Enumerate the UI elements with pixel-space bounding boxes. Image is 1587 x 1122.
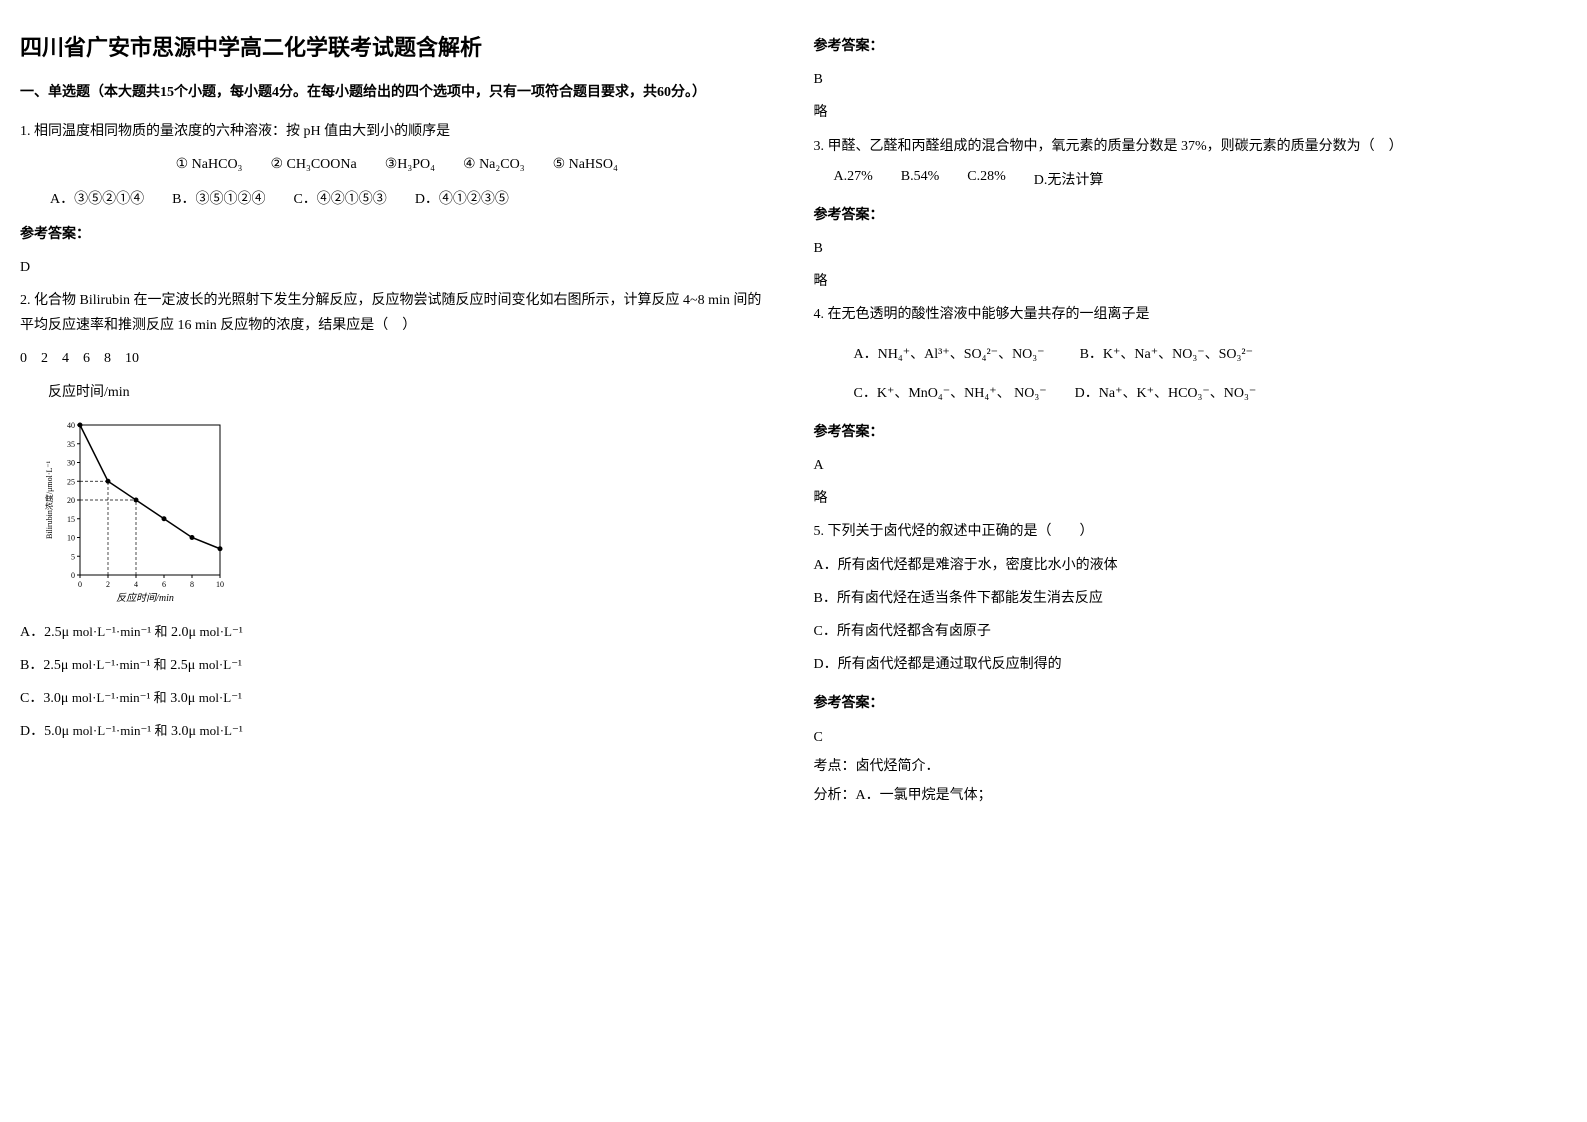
q5-tag: 考点：卤代烃简介．	[814, 754, 1568, 779]
svg-text:10: 10	[216, 580, 224, 589]
q1-opt-b: B．③⑤①②④	[172, 188, 265, 208]
svg-text:20: 20	[67, 496, 75, 505]
q2-row: 0 2 4 6 8 10	[20, 346, 774, 371]
q3-stem: 3. 甲醛、乙醛和丙醛组成的混合物中，氧元素的质量分数是 37%，则碳元素的质量…	[814, 134, 1568, 159]
svg-text:4: 4	[134, 580, 138, 589]
q3-opt-d: D.无法计算	[1034, 169, 1104, 189]
svg-text:15: 15	[67, 514, 75, 523]
q2-opt-c: C．3.0μ mol·L⁻¹·min⁻¹ 和 3.0μ mol·L⁻¹	[20, 686, 774, 711]
q2-chart: 0 5 10 15 20 25 30 35 40 0 2 4 6 8 10 Bilirubin浓度/μmol·…	[40, 415, 774, 610]
q3-opt-b: B.54%	[901, 169, 940, 189]
q5-opt-a: A．所有卤代烃都是难溶于水，密度比水小的液体	[814, 553, 1568, 578]
q1-opt-c: C．④②①⑤③	[293, 188, 386, 208]
q1-answer: D	[20, 255, 774, 280]
q1-opt-d: D．④①②③⑤	[415, 188, 509, 208]
q2-note: 略	[814, 100, 1568, 125]
answer-label: 参考答案：	[20, 222, 774, 247]
svg-text:8: 8	[190, 580, 194, 589]
q5-opt-c: C．所有卤代烃都含有卤原子	[814, 619, 1568, 644]
svg-text:2: 2	[106, 580, 110, 589]
q4-stem: 4. 在无色透明的酸性溶液中能够大量共存的一组离子是	[814, 302, 1568, 327]
q2-row2: 反应时间/min	[48, 380, 774, 405]
q5-opt-d: D．所有卤代烃都是通过取代反应制得的	[814, 652, 1568, 677]
answer-label: 参考答案：	[814, 691, 1568, 716]
q2-opt-d: D．5.0μ mol·L⁻¹·min⁻¹ 和 3.0μ mol·L⁻¹	[20, 719, 774, 744]
svg-text:35: 35	[67, 439, 75, 448]
svg-text:6: 6	[162, 580, 166, 589]
q5-analysis: 分析：A．一氯甲烷是气体；	[814, 783, 1568, 808]
answer-label: 参考答案：	[814, 34, 1568, 59]
q4-opt-row2: C．K⁺、MnO₄⁻、NH₄⁺、 NO₃⁻ D．Na⁺、K⁺、HCO₃⁻、NO₃…	[854, 381, 1568, 406]
q4-answer: A	[814, 453, 1568, 478]
q4-note: 略	[814, 486, 1568, 511]
q5-opt-b: B．所有卤代烃在适当条件下都能发生消去反应	[814, 586, 1568, 611]
q5-stem: 5. 下列关于卤代烃的叙述中正确的是（ ）	[814, 519, 1568, 544]
svg-text:Bilirubin浓度/μmol·L⁻¹: Bilirubin浓度/μmol·L⁻¹	[44, 460, 54, 539]
svg-text:10: 10	[67, 533, 75, 542]
doc-title: 四川省广安市思源中学高二化学联考试题含解析	[20, 30, 774, 62]
answer-label: 参考答案：	[814, 203, 1568, 228]
q3-note: 略	[814, 269, 1568, 294]
answer-label: 参考答案：	[814, 420, 1568, 445]
svg-text:反应时间/min: 反应时间/min	[116, 592, 174, 604]
q4-opt-row1: A．NH₄⁺、Al³⁺、SO₄²⁻、NO₃⁻ B．K⁺、Na⁺、NO₃⁻、SO₃…	[854, 342, 1568, 367]
q1-stem: 1. 相同温度相同物质的量浓度的六种溶液：按 pH 值由大到小的顺序是	[20, 119, 774, 144]
svg-text:0: 0	[78, 580, 82, 589]
q1-items: ① NaHCO₃ ② CH₃COONa ③H₃PO₄ ④ Na₂CO₃ ⑤ Na…	[20, 152, 774, 177]
part1-head: 一、单选题（本大题共15个小题，每小题4分。在每小题给出的四个选项中，只有一项符…	[20, 80, 774, 105]
q2-opt-b: B．2.5μ mol·L⁻¹·min⁻¹ 和 2.5μ mol·L⁻¹	[20, 653, 774, 678]
q2-answer: B	[814, 67, 1568, 92]
svg-text:40: 40	[67, 421, 75, 430]
q3-opt-c: C.28%	[967, 169, 1006, 189]
q1-opt-a: A．③⑤②①④	[50, 188, 144, 208]
q3-opt-a: A.27%	[834, 169, 873, 189]
svg-text:0: 0	[71, 571, 75, 580]
svg-text:25: 25	[67, 477, 75, 486]
svg-text:30: 30	[67, 458, 75, 467]
q5-answer: C	[814, 725, 1568, 750]
q2-opt-a: A．2.5μ mol·L⁻¹·min⁻¹ 和 2.0μ mol·L⁻¹	[20, 620, 774, 645]
q3-answer: B	[814, 236, 1568, 261]
q2-stem: 2. 化合物 Bilirubin 在一定波长的光照射下发生分解反应，反应物尝试随…	[20, 288, 774, 338]
svg-text:5: 5	[71, 552, 75, 561]
